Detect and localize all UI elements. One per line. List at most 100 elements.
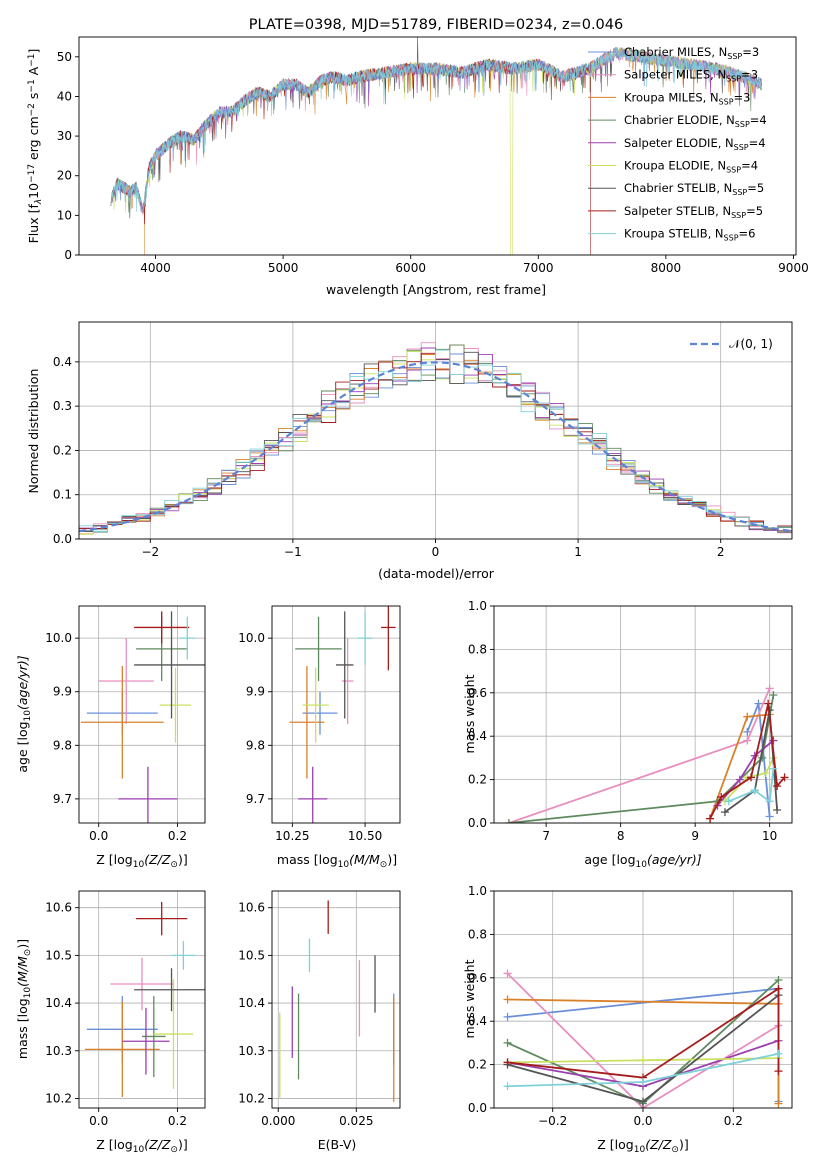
weight_vs_Z-xtick-label: 0.2 bbox=[724, 1114, 743, 1128]
weight_vs_age-marker bbox=[780, 773, 789, 782]
spectrum-ytick-label: 0 bbox=[64, 248, 72, 262]
spectrum-legend-entry: Salpeter ELODIE, NSSP=4 bbox=[624, 136, 766, 152]
age_vs_mass-errorbar bbox=[357, 611, 373, 665]
weight_vs_age-xtick-label: 10 bbox=[762, 829, 777, 843]
weight_vs_Z-marker bbox=[774, 1049, 783, 1058]
mass_vs_Z-ytick-label: 10.6 bbox=[45, 901, 72, 915]
spectrum-legend-entry: Chabrier MILES, NSSP=3 bbox=[624, 45, 759, 61]
residuals-ytick-label: 0.0 bbox=[53, 532, 72, 546]
spectrum-frame bbox=[78, 36, 797, 256]
age_vs_mass-ytick-label: 9.9 bbox=[246, 685, 265, 699]
weight_vs_age-marker bbox=[724, 797, 733, 806]
weight_vs_Z-marker bbox=[503, 1012, 512, 1021]
age_vs_Z-ytick-label: 9.8 bbox=[53, 738, 72, 752]
spectrum-ytick-label: 10 bbox=[57, 208, 72, 222]
weight_vs_age-xtick-label: 7 bbox=[542, 829, 550, 843]
age-vs-mass-xlabel: mass [log10(M/M⊙)] bbox=[277, 852, 397, 870]
weight_vs_age-marker bbox=[769, 764, 778, 773]
weight_vs_Z-marker bbox=[503, 1038, 512, 1047]
weight_vs_age-line-7 bbox=[709, 703, 786, 820]
weight_vs_Z-marker bbox=[774, 975, 783, 984]
age-vs-Z-ylabel: age [log10(age/yr)] bbox=[15, 655, 33, 772]
mass_vs_ebv-ytick-label: 10.3 bbox=[238, 1044, 265, 1058]
age_vs_mass-errorbar bbox=[295, 616, 342, 682]
weight-vs-age-ylabel: mass weight bbox=[462, 674, 477, 753]
weight_vs_Z-axes: −0.2 0.0 0.2 0.0 0.2 0.4 0.6 0.8 1.0 bbox=[468, 884, 793, 1128]
age_vs_Z-axes: 0.0 0.2 9.7 9.8 9.9 10.0 bbox=[45, 605, 206, 843]
weight-vs-age-xlabel: age [log10(age/yr)] bbox=[584, 852, 701, 870]
spectrum-xtick-label: 7000 bbox=[523, 261, 554, 275]
mass_vs_ebv-xtick-label: 0.025 bbox=[339, 1114, 373, 1128]
weight_vs_age-line-8 bbox=[728, 768, 775, 803]
weight_vs_age-marker bbox=[769, 690, 778, 699]
residuals-plot-area bbox=[79, 342, 792, 538]
mass_vs_Z-errorbar bbox=[136, 901, 188, 936]
age_vs_Z-errorbar bbox=[134, 611, 205, 719]
age_vs_mass-axes: 10.25 10.50 9.7 9.8 9.9 10.0 bbox=[238, 605, 401, 843]
weight_vs_Z-xtick-label: 0.0 bbox=[633, 1114, 652, 1128]
age_vs_mass-ytick-label: 9.8 bbox=[246, 738, 265, 752]
age_vs_mass-ytick-label: 10.0 bbox=[238, 631, 265, 645]
mass_vs_Z-ytick-label: 10.3 bbox=[45, 1044, 72, 1058]
weight_vs_Z-ytick-label: 0.8 bbox=[468, 927, 487, 941]
weight_vs_age-marker bbox=[773, 782, 782, 791]
age_vs_Z-errorbar bbox=[98, 638, 154, 724]
spectrum-plot-area bbox=[110, 37, 762, 255]
spectrum-legend-entry: Kroupa MILES, NSSP=3 bbox=[624, 90, 750, 106]
weight_vs_Z-marker bbox=[774, 1067, 783, 1076]
residuals-xtick-label: −2 bbox=[141, 545, 159, 559]
spectrum-legend-entry: Kroupa STELIB, NSSP=6 bbox=[624, 227, 755, 243]
weight_vs_age-marker bbox=[764, 699, 773, 708]
weight_vs_Z-marker bbox=[503, 995, 512, 1004]
spectrum-legend-entry: Chabrier STELIB, NSSP=5 bbox=[624, 181, 764, 197]
age_vs_Z-xtick-label: 0.0 bbox=[89, 829, 108, 843]
weight_vs_age-marker bbox=[743, 727, 752, 736]
age_vs_Z-frame bbox=[78, 605, 206, 824]
weight-vs-Z-ylabel: mass weight bbox=[462, 959, 477, 1038]
age-vs-Z-xlabel: Z [log10(Z/Z⊙)] bbox=[96, 852, 187, 870]
mass_vs_Z-errorbar bbox=[122, 1007, 170, 1075]
residuals-xtick-label: −1 bbox=[284, 545, 302, 559]
age_vs_Z-ytick-label: 10.0 bbox=[45, 631, 72, 645]
weight_vs_age-ytick-label: 0.8 bbox=[468, 642, 487, 656]
weight_vs_Z-ytick-label: 0.6 bbox=[468, 971, 487, 985]
weight_vs_Z-marker bbox=[639, 1077, 647, 1086]
weight_vs_age-plot-area bbox=[504, 684, 789, 823]
mass_vs_Z-errorbar bbox=[134, 968, 205, 1012]
weight_vs_age-xtick-label: 9 bbox=[691, 829, 699, 843]
weight-vs-Z-xlabel: Z [log10(Z/Z⊙)] bbox=[597, 1137, 688, 1155]
age_vs_mass-plot-area bbox=[289, 606, 396, 823]
spectrum-ytick-label: 50 bbox=[57, 50, 72, 64]
weight_vs_age-marker bbox=[750, 786, 759, 795]
residuals-ylabel: Normed distribution bbox=[26, 369, 41, 494]
weight_vs_age-ytick-label: 0.4 bbox=[468, 729, 487, 743]
residuals-ytick-label: 0.2 bbox=[53, 443, 72, 457]
weight_vs_Z-ytick-label: 0.2 bbox=[468, 1058, 487, 1072]
spectrum-xtick-label: 6000 bbox=[395, 261, 426, 275]
weight_vs_age-ytick-label: 1.0 bbox=[468, 599, 487, 613]
age_vs_mass-xtick-label: 10.50 bbox=[348, 829, 382, 843]
mass_vs_ebv-plot-area bbox=[279, 900, 395, 1102]
residuals-xtick-label: 2 bbox=[717, 545, 725, 559]
weight_vs_age-line-1 bbox=[508, 688, 771, 823]
residuals-hist-8 bbox=[79, 349, 792, 534]
residuals-xtick-label: 1 bbox=[574, 545, 582, 559]
spectrum-ylabel: Flux [fλ10−17 erg cm−2 s−1 A−1] bbox=[26, 49, 44, 244]
weight_vs_age-line-6 bbox=[724, 710, 778, 813]
mass_vs_Z-errorbar bbox=[110, 957, 174, 1011]
residuals-xtick-label: 0 bbox=[432, 545, 440, 559]
residuals-ytick-label: 0.1 bbox=[53, 488, 72, 502]
spectrum-series-8 bbox=[110, 47, 762, 214]
mass_vs_Z-ytick-label: 10.2 bbox=[45, 1091, 72, 1105]
age_vs_mass-errorbar bbox=[336, 611, 354, 719]
normal-curve bbox=[79, 361, 792, 533]
mass_vs_Z-xtick-label: 0.2 bbox=[168, 1114, 187, 1128]
weight_vs_Z-line-1 bbox=[506, 972, 779, 1108]
spectrum-legend-entry: Chabrier ELODIE, NSSP=4 bbox=[624, 113, 767, 129]
spectrum-ytick-label: 30 bbox=[57, 129, 72, 143]
weight_vs_Z-marker bbox=[503, 1058, 512, 1067]
age_vs_Z-errorbar bbox=[134, 611, 190, 644]
weight_vs_Z-xtick-label: −0.2 bbox=[538, 1114, 567, 1128]
weight_vs_age-xtick-label: 8 bbox=[617, 829, 625, 843]
mass_vs_Z-plot-area bbox=[84, 901, 205, 1098]
